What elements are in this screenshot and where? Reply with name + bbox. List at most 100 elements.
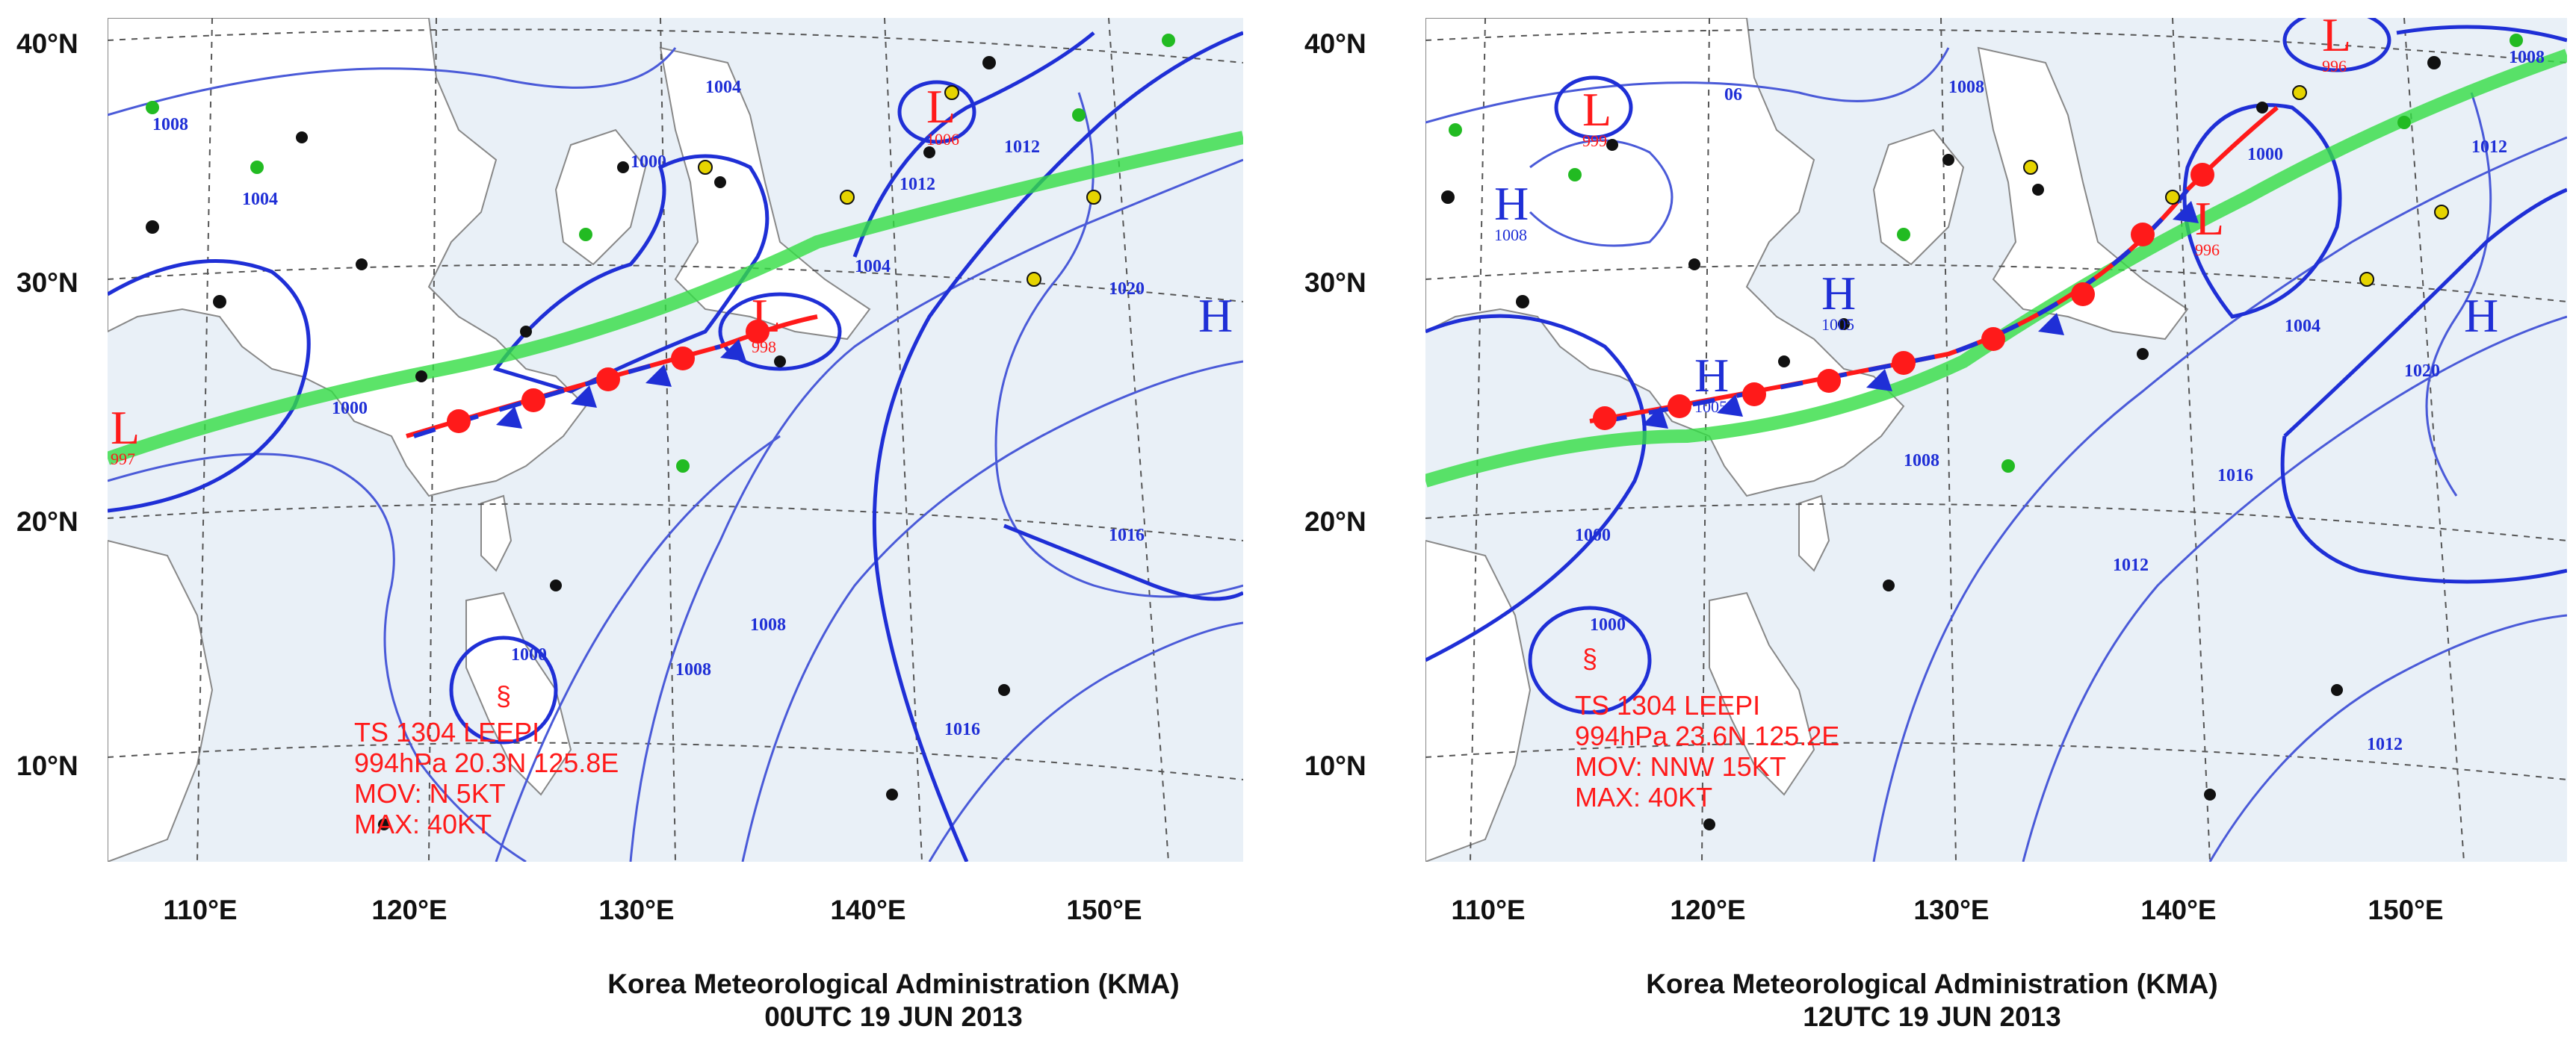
isobar-label: 1000 <box>631 152 666 172</box>
isobar-label: 1000 <box>332 399 368 418</box>
typhoon-movement: MOV: N 5KT <box>354 778 506 809</box>
stationary-front <box>406 314 818 438</box>
typhoon-symbol-icon: § <box>496 680 511 711</box>
typhoon-info: TS 1304 LEEPI 994hPa 20.3N 125.8E MOV: N… <box>354 717 619 839</box>
longitude-label-120e: 120°E <box>1670 895 1746 925</box>
isobar-label: 1004 <box>705 78 741 97</box>
low-center-996: L <box>2322 18 2351 61</box>
weather-map-panel-00utc: 40°N 30°N 20°N 10°N <box>16 18 1243 1032</box>
high-center-1008: H <box>1494 177 1529 230</box>
latitude-label-40n: 40°N <box>16 28 78 59</box>
high-center-1008-value: 1008 <box>1494 226 1527 244</box>
high-center-1005: H <box>1821 267 1856 320</box>
station-plots <box>1441 56 2441 830</box>
latitude-label-10n: 10°N <box>16 751 78 781</box>
isobar-label: 1012 <box>2471 137 2507 157</box>
typhoon-info: TS 1304 LEEPI 994hPa 23.6N 125.2E MOV: N… <box>1575 690 1839 812</box>
isobar-label: 1012 <box>1004 137 1040 157</box>
low-center-1006: L <box>926 80 956 133</box>
isobar-label: 1020 <box>1109 279 1145 299</box>
typhoon-symbol-icon: § <box>1582 643 1597 674</box>
station-plots-yellow <box>2023 85 2449 287</box>
low-center-997-value: 997 <box>111 450 135 468</box>
typhoon-max-wind: MAX: 40KT <box>1575 782 1713 812</box>
low-center-996-value: 996 <box>2322 57 2347 75</box>
isobar-label: 1008 <box>675 660 711 680</box>
map-drawing: L 1006 L 997 L 998 H 1008 1004 1000 1000… <box>108 18 1243 862</box>
typhoon-name: TS 1304 LEEPI <box>1575 690 1761 721</box>
low-center-996-japan-value: 996 <box>2195 240 2220 259</box>
typhoon-movement: MOV: NNW 15KT <box>1575 751 1786 782</box>
isobar-label: 1016 <box>944 720 980 739</box>
typhoon-name: TS 1304 LEEPI <box>354 717 540 748</box>
typhoon-position: 994hPa 23.6N 125.2E <box>1575 721 1840 751</box>
latitude-label-40n: 40°N <box>1304 28 1366 59</box>
typhoon-max-wind: MAX: 40KT <box>354 809 492 839</box>
isobar-label: 1016 <box>1109 526 1145 545</box>
low-center-996-japan: L <box>2195 192 2224 245</box>
high-center: H <box>1198 289 1233 342</box>
high-center-1005-value: 1005 <box>1821 315 1854 334</box>
low-center-999: L <box>1582 83 1611 136</box>
latitude-label-30n: 30°N <box>16 267 78 298</box>
korea-land <box>1872 128 1965 266</box>
isobar-label: 1008 <box>750 615 786 635</box>
isobar-label: 1008 <box>2509 48 2545 67</box>
isobar-label: 1000 <box>2247 145 2283 164</box>
indochina-land <box>108 539 214 862</box>
stationary-front <box>1589 105 2279 430</box>
low-center-998: L <box>752 289 781 342</box>
philippines-land <box>465 591 572 796</box>
mainland-asia-land <box>108 18 587 497</box>
isobar-label: 1004 <box>2285 317 2320 336</box>
rain-band <box>1425 49 2567 488</box>
isobar-label: 1012 <box>900 175 935 194</box>
map-credit: Korea Meteorological Administration (KMA… <box>1646 969 2218 999</box>
mainland-asia-land <box>1425 18 1905 497</box>
map-time: 12UTC 19 JUN 2013 <box>1803 1001 2061 1032</box>
weather-map-panel-12utc: 40°N 30°N 20°N 10°N <box>1288 0 2576 1044</box>
lat-lon-grid <box>108 18 1243 862</box>
rain-band <box>108 131 1243 465</box>
isobar-label: 1020 <box>2404 361 2440 381</box>
taiwan-land <box>480 494 513 572</box>
isobar-label: 1004 <box>855 257 891 276</box>
isobar-label: 1008 <box>152 115 188 134</box>
isobars-thin <box>1425 47 2567 862</box>
korea-land <box>554 128 647 266</box>
low-center-1006-value: 1006 <box>926 130 959 149</box>
surface-analysis-map: L 1006 L 997 L 998 H 1008 1004 1000 1000… <box>108 18 1243 862</box>
indochina-land <box>1425 539 1532 862</box>
isobar-label: 1004 <box>242 190 278 209</box>
longitude-label-140e: 140°E <box>830 895 906 925</box>
japan-land <box>1977 46 2189 341</box>
latitude-label-20n: 20°N <box>1304 506 1366 537</box>
isobar-label: 06 <box>1724 85 1742 105</box>
isobar-label: 1008 <box>1948 78 1984 97</box>
low-center-999-value: 999 <box>1582 131 1607 150</box>
station-plots-green <box>146 34 1175 473</box>
isobars-thick <box>108 31 1243 862</box>
latitude-label-20n: 20°N <box>16 506 78 537</box>
longitude-label-120e: 120°E <box>371 895 448 925</box>
high-center: H <box>2464 289 2498 342</box>
longitude-label-130e: 130°E <box>598 895 675 925</box>
longitude-label-150e: 150°E <box>1066 895 1142 925</box>
taiwan-land <box>1798 494 1830 572</box>
low-center-998-value: 998 <box>752 338 776 356</box>
isobar-label: 1016 <box>2217 466 2253 485</box>
isobar-label: 1000 <box>1590 615 1626 635</box>
isobar-label: 1012 <box>2113 556 2149 575</box>
station-plots-green <box>1449 34 2523 473</box>
low-center-997: L <box>111 401 140 454</box>
isobars-thin <box>108 47 1243 862</box>
high-center-1005-b: H <box>1694 349 1729 402</box>
map-credit: Korea Meteorological Administration (KMA… <box>607 969 1180 999</box>
high-center-1005-b-value: 1005 <box>1694 397 1727 416</box>
latitude-label-10n: 10°N <box>1304 751 1366 781</box>
longitude-label-110e: 110°E <box>1451 895 1526 925</box>
longitude-label-130e: 130°E <box>1913 895 1990 925</box>
philippines-land <box>1709 591 1815 796</box>
map-drawing: L 996 L 999 L 996 H 1008 H 1005 H 1005 H… <box>1425 18 2567 862</box>
longitude-label-110e: 110°E <box>163 895 238 925</box>
